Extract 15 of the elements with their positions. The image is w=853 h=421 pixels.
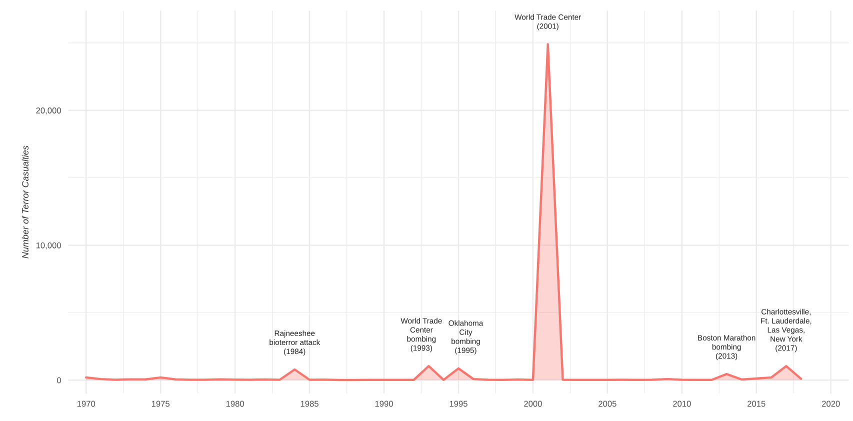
x-tick-label: 1980 <box>226 400 244 407</box>
x-tick-label: 2015 <box>748 400 766 407</box>
x-tick-label: 2010 <box>673 400 691 407</box>
x-tick-label: 1995 <box>450 400 468 407</box>
y-tick-label: 0 <box>56 377 61 384</box>
x-tick-label: 2005 <box>598 400 616 407</box>
y-tick-label: 20,000 <box>36 108 61 114</box>
x-tick-label: 1970 <box>77 400 96 407</box>
x-tick-label: 1975 <box>152 400 170 407</box>
y-axis-title: Number of Terror Casualties <box>22 146 28 258</box>
y-tick-label: 10,000 <box>36 242 61 250</box>
x-tick-label: 1985 <box>300 400 318 407</box>
x-tick-label: 1990 <box>375 400 393 407</box>
x-tick-label: 2020 <box>822 400 840 407</box>
x-tick-label: 2000 <box>524 400 542 407</box>
